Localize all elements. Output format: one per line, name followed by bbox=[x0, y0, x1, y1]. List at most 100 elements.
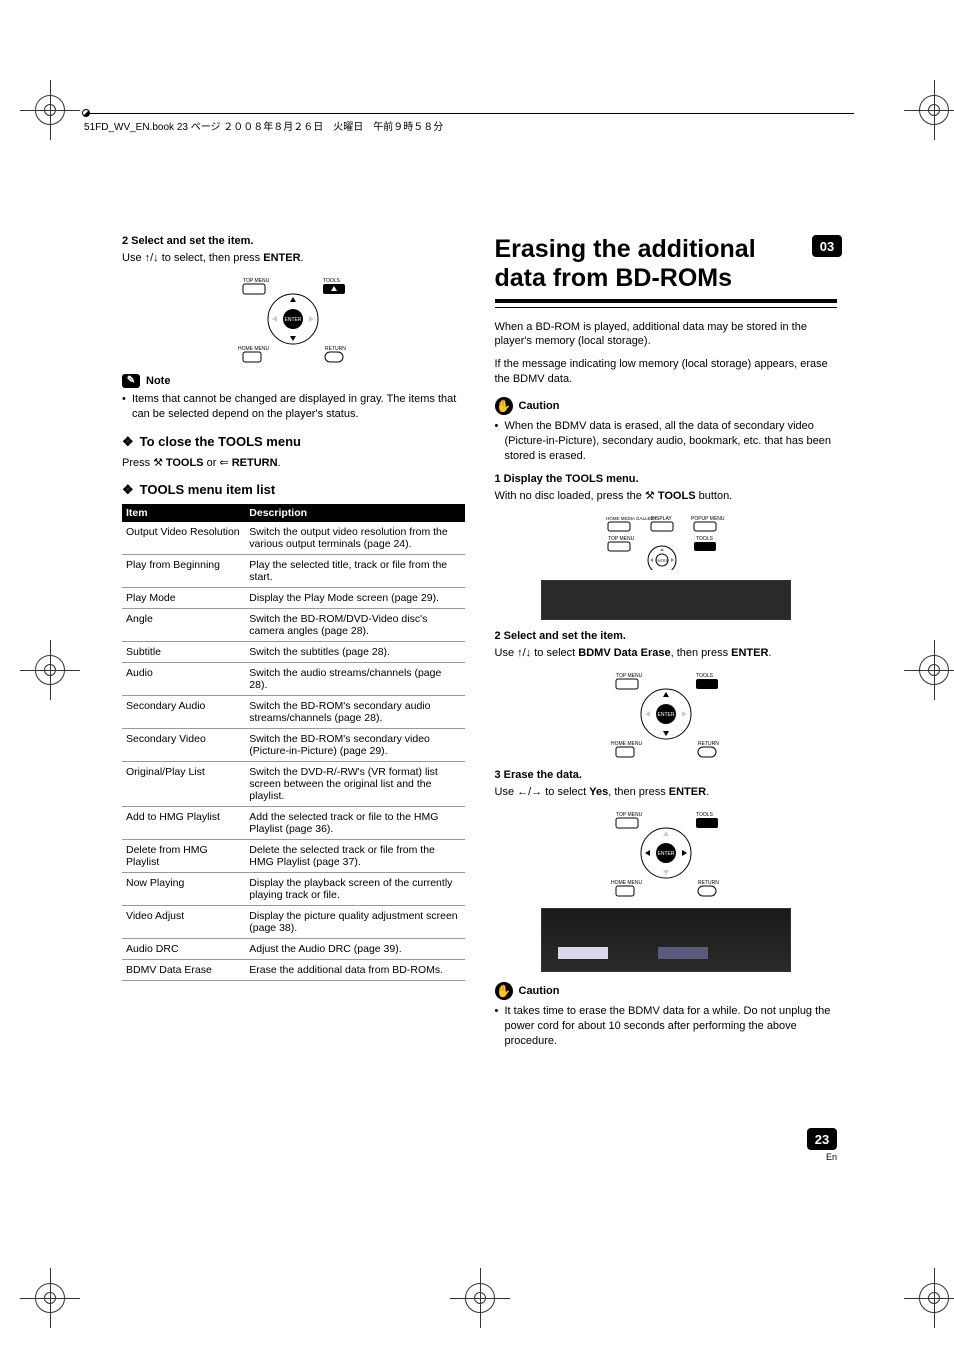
right-step1-label: 1 Display the TOOLS menu. bbox=[495, 473, 838, 485]
title-rule-dark bbox=[495, 299, 838, 303]
right-step3-label: 3 Erase the data. bbox=[495, 769, 838, 781]
caution-icon: ✋ bbox=[495, 397, 513, 415]
remote-diagram-left: TOP MENU TOOLS ENTER HOME MENU RETURN bbox=[228, 274, 358, 364]
table-cell-desc: Switch the BD-ROM's secondary video (Pic… bbox=[245, 729, 464, 762]
table-cell-desc: Display the picture quality adjustment s… bbox=[245, 906, 464, 939]
table-cell-desc: Play the selected title, track or file f… bbox=[245, 555, 464, 588]
svg-text:TOOLS: TOOLS bbox=[323, 278, 341, 284]
table-cell-desc: Erase the additional data from BD-ROMs. bbox=[245, 960, 464, 981]
svg-text:TOOLS: TOOLS bbox=[696, 812, 714, 818]
table-row: AngleSwitch the BD-ROM/DVD-Video disc's … bbox=[122, 609, 465, 642]
remote-diagram-right-1: HOME MEDIA GALLERY DISPLAY POPUP MENU TO… bbox=[596, 512, 736, 570]
right-step1-body: With no disc loaded, press the ⚒ TOOLS b… bbox=[495, 489, 838, 504]
header-text: 51FD_WV_EN.book 23 ページ ２００８年８月２６日 火曜日 午前… bbox=[84, 122, 443, 133]
table-cell-item: Audio DRC bbox=[122, 939, 245, 960]
svg-text:TOP MENU: TOP MENU bbox=[608, 536, 635, 542]
right-step2-body: Use ↑/↓ to select BDMV Data Erase, then … bbox=[495, 646, 838, 661]
table-cell-item: Secondary Video bbox=[122, 729, 245, 762]
table-row: Video AdjustDisplay the picture quality … bbox=[122, 906, 465, 939]
table-cell-desc: Switch the output video resolution from … bbox=[245, 522, 464, 555]
table-cell-item: Now Playing bbox=[122, 873, 245, 906]
svg-text:TOP MENU: TOP MENU bbox=[616, 673, 643, 679]
chapter-badge: 03 bbox=[812, 235, 842, 257]
menu-screenshot-2 bbox=[541, 908, 791, 972]
table-cell-desc: Switch the DVD-R/-RW's (VR format) list … bbox=[245, 762, 464, 807]
table-cell-desc: Display the playback screen of the curre… bbox=[245, 873, 464, 906]
table-cell-item: Play Mode bbox=[122, 588, 245, 609]
table-cell-item: Add to HMG Playlist bbox=[122, 807, 245, 840]
svg-text:TOP MENU: TOP MENU bbox=[243, 278, 270, 284]
remote-diagram-right-3: TOP MENU TOOLS ENTER HOME MENU RETURN bbox=[601, 808, 731, 898]
page-header: 51FD_WV_EN.book 23 ページ ２００８年８月２６日 火曜日 午前… bbox=[84, 113, 854, 133]
table-cell-item: Output Video Resolution bbox=[122, 522, 245, 555]
tools-list-heading: TOOLS menu item list bbox=[122, 482, 465, 498]
svg-text:RETURN: RETURN bbox=[698, 880, 719, 886]
table-row: Now PlayingDisplay the playback screen o… bbox=[122, 873, 465, 906]
close-tools-heading: To close the TOOLS menu bbox=[122, 434, 465, 450]
left-step2-label: 2 Select and set the item. bbox=[122, 235, 465, 247]
right-column: 03 Erasing the additional data from BD-R… bbox=[495, 235, 838, 1054]
reg-bot-center bbox=[465, 1283, 495, 1313]
table-cell-desc: Switch the BD-ROM/DVD-Video disc's camer… bbox=[245, 609, 464, 642]
table-cell-item: BDMV Data Erase bbox=[122, 960, 245, 981]
table-cell-desc: Delete the selected track or file from t… bbox=[245, 840, 464, 873]
table-cell-item: Audio bbox=[122, 663, 245, 696]
table-cell-item: Delete from HMG Playlist bbox=[122, 840, 245, 873]
table-row: SubtitleSwitch the subtitles (page 28). bbox=[122, 642, 465, 663]
caution-bullet-1: When the BDMV data is erased, all the da… bbox=[495, 419, 838, 464]
intro-1: When a BD-ROM is played, additional data… bbox=[495, 320, 838, 350]
caution-bullet-2: It takes time to erase the BDMV data for… bbox=[495, 1004, 838, 1049]
svg-text:ENTER: ENTER bbox=[285, 317, 302, 323]
table-row: Original/Play ListSwitch the DVD-R/-RW's… bbox=[122, 762, 465, 807]
menu-screenshot-1 bbox=[541, 580, 791, 620]
tools-table: Item Description Output Video Resolution… bbox=[122, 504, 465, 981]
remote-diagram-right-2: TOP MENU TOOLS ENTER HOME MENU RETURN bbox=[601, 669, 731, 759]
table-row: Audio DRCAdjust the Audio DRC (page 39). bbox=[122, 939, 465, 960]
table-row: Secondary VideoSwitch the BD-ROM's secon… bbox=[122, 729, 465, 762]
table-cell-item: Secondary Audio bbox=[122, 696, 245, 729]
table-cell-item: Angle bbox=[122, 609, 245, 642]
reg-bot-left bbox=[35, 1283, 65, 1313]
left-column: 2 Select and set the item. Use ↑/↓ to se… bbox=[122, 235, 465, 1054]
note-heading: ✎ Note bbox=[122, 374, 465, 388]
page-number: 23 bbox=[807, 1128, 837, 1150]
svg-text:ENTER: ENTER bbox=[657, 851, 674, 857]
svg-text:TOOLS: TOOLS bbox=[696, 536, 714, 542]
table-cell-item: Play from Beginning bbox=[122, 555, 245, 588]
table-row: BDMV Data EraseErase the additional data… bbox=[122, 960, 465, 981]
table-cell-desc: Adjust the Audio DRC (page 39). bbox=[245, 939, 464, 960]
table-row: Delete from HMG PlaylistDelete the selec… bbox=[122, 840, 465, 873]
svg-text:HOME MEDIA GALLERY: HOME MEDIA GALLERY bbox=[606, 516, 657, 521]
caution-heading-1: ✋ Caution bbox=[495, 397, 838, 415]
svg-text:DISPLAY: DISPLAY bbox=[651, 516, 672, 522]
svg-text:TOOLS: TOOLS bbox=[696, 673, 714, 679]
svg-text:HOME MENU: HOME MENU bbox=[611, 741, 643, 747]
table-cell-item: Subtitle bbox=[122, 642, 245, 663]
section-title: Erasing the additional data from BD-ROMs bbox=[495, 235, 838, 293]
svg-text:RETURN: RETURN bbox=[325, 346, 346, 352]
svg-text:POPUP MENU: POPUP MENU bbox=[691, 516, 725, 522]
table-cell-desc: Switch the subtitles (page 28). bbox=[245, 642, 464, 663]
caution-heading-2: ✋ Caution bbox=[495, 982, 838, 1000]
svg-text:HOME MENU: HOME MENU bbox=[611, 880, 643, 886]
table-cell-desc: Switch the BD-ROM's secondary audio stre… bbox=[245, 696, 464, 729]
intro-2: If the message indicating low memory (lo… bbox=[495, 357, 838, 387]
table-row: AudioSwitch the audio streams/channels (… bbox=[122, 663, 465, 696]
svg-text:RETURN: RETURN bbox=[698, 741, 719, 747]
table-cell-desc: Switch the audio streams/channels (page … bbox=[245, 663, 464, 696]
right-step2-label: 2 Select and set the item. bbox=[495, 630, 838, 642]
table-row: Secondary AudioSwitch the BD-ROM's secon… bbox=[122, 696, 465, 729]
table-row: Add to HMG PlaylistAdd the selected trac… bbox=[122, 807, 465, 840]
svg-text:ENTER: ENTER bbox=[655, 558, 669, 563]
col-desc: Description bbox=[245, 504, 464, 522]
caution-icon-2: ✋ bbox=[495, 982, 513, 1000]
table-cell-item: Original/Play List bbox=[122, 762, 245, 807]
note-bullet: Items that cannot be changed are display… bbox=[122, 392, 465, 422]
close-tools-body: Press ⚒ TOOLS or ⇐ RETURN. bbox=[122, 456, 465, 471]
table-cell-desc: Display the Play Mode screen (page 29). bbox=[245, 588, 464, 609]
reg-bot-right bbox=[919, 1283, 949, 1313]
table-cell-item: Video Adjust bbox=[122, 906, 245, 939]
table-row: Output Video ResolutionSwitch the output… bbox=[122, 522, 465, 555]
reg-top-left bbox=[35, 95, 65, 125]
reg-mid-left bbox=[35, 655, 65, 685]
